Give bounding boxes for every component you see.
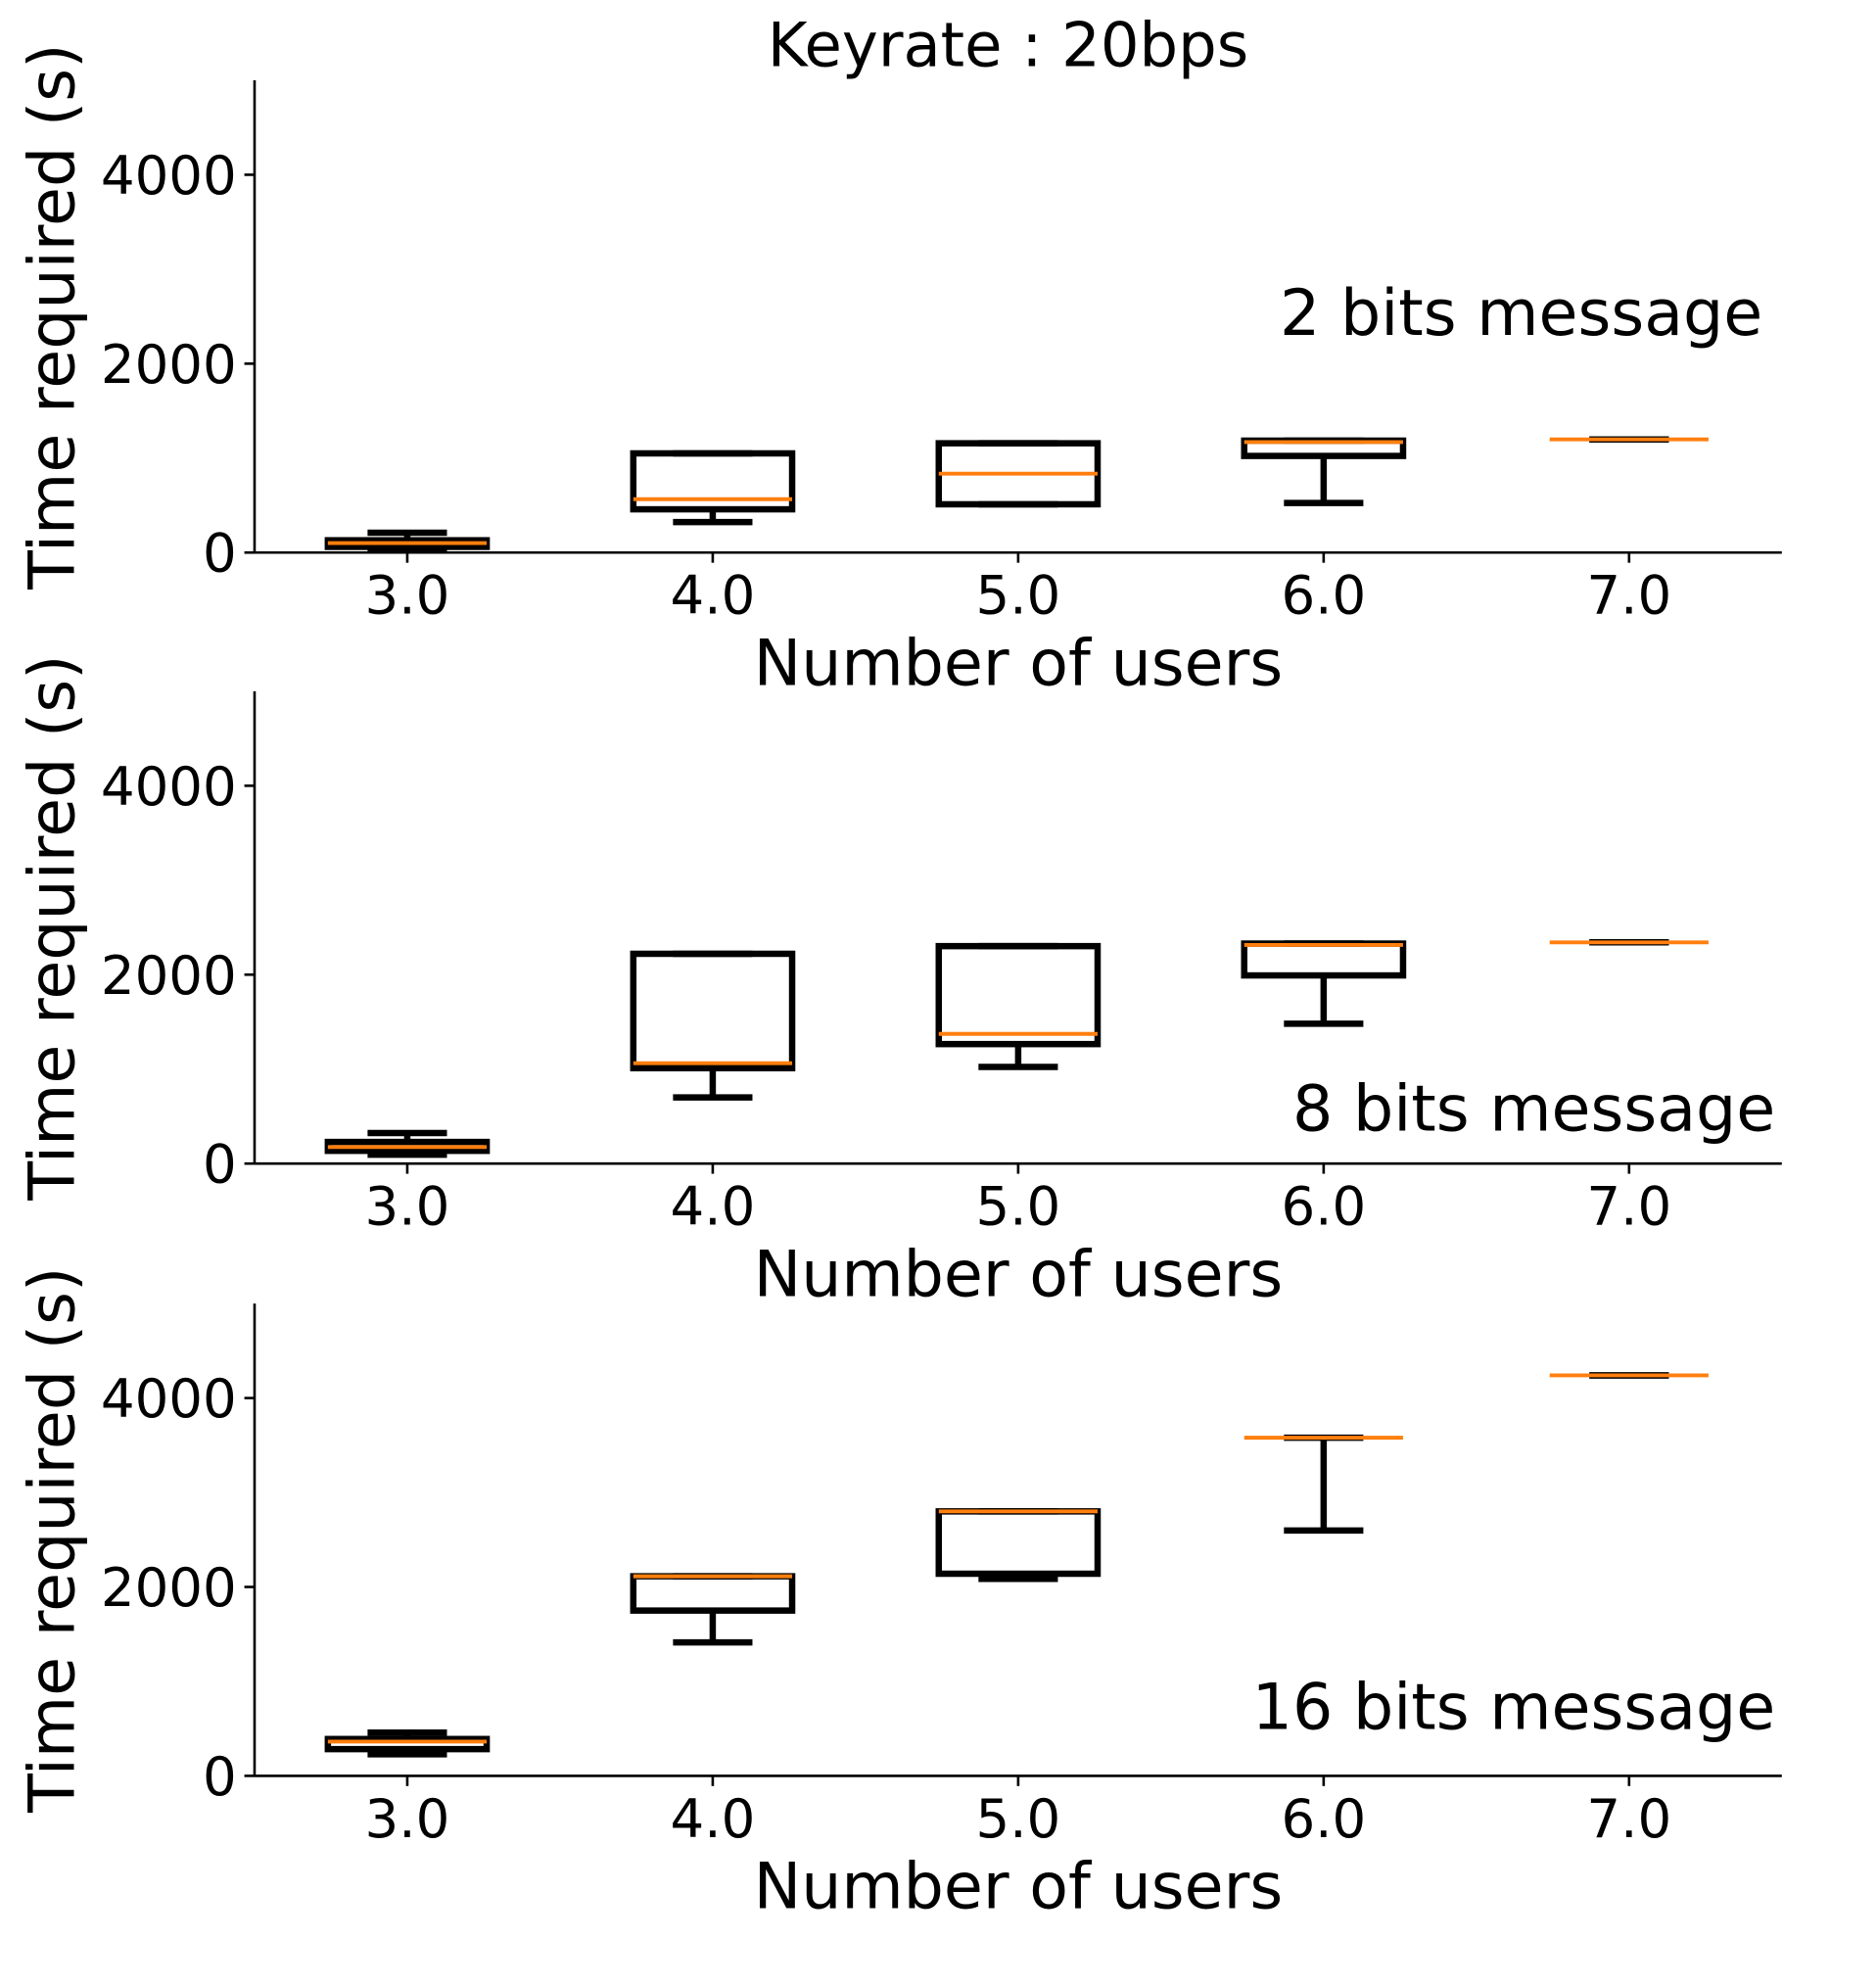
y-tick-label: 2000 bbox=[101, 333, 237, 396]
x-tick-label: 3.0 bbox=[365, 564, 450, 627]
y-axis-label: Time required (s) bbox=[16, 654, 89, 1201]
x-tick-label: 4.0 bbox=[671, 1787, 756, 1850]
x-tick-label: 6.0 bbox=[1281, 564, 1366, 627]
x-tick-label: 5.0 bbox=[975, 564, 1060, 627]
x-tick-label: 7.0 bbox=[1586, 1175, 1671, 1238]
x-tick-label: 5.0 bbox=[975, 1787, 1060, 1850]
y-tick-label: 0 bbox=[203, 522, 237, 585]
y-tick-label: 4000 bbox=[101, 144, 237, 207]
annotation: 8 bits message bbox=[1292, 1072, 1775, 1146]
y-tick-label: 4000 bbox=[101, 1367, 237, 1430]
x-tick-label: 4.0 bbox=[671, 564, 756, 627]
x-axis-label: Number of users bbox=[754, 627, 1284, 700]
box bbox=[1241, 940, 1407, 979]
x-tick-label: 5.0 bbox=[975, 1175, 1060, 1238]
y-tick-label: 0 bbox=[203, 1133, 237, 1196]
x-tick-label: 7.0 bbox=[1586, 1787, 1671, 1850]
y-tick-label: 4000 bbox=[101, 755, 237, 818]
chart-title: Keyrate : 20bps bbox=[768, 10, 1249, 81]
x-tick-label: 3.0 bbox=[365, 1175, 450, 1238]
annotation: 2 bits message bbox=[1280, 277, 1762, 351]
x-tick-label: 7.0 bbox=[1586, 564, 1671, 627]
x-axis-label: Number of users bbox=[754, 1851, 1284, 1924]
box bbox=[324, 1735, 491, 1753]
y-tick-label: 0 bbox=[203, 1745, 237, 1808]
x-tick-label: 6.0 bbox=[1281, 1787, 1366, 1850]
annotation: 16 bits message bbox=[1252, 1671, 1776, 1744]
x-tick-label: 4.0 bbox=[671, 1175, 756, 1238]
x-axis-label: Number of users bbox=[754, 1238, 1284, 1311]
y-axis-label: Time required (s) bbox=[16, 1267, 89, 1814]
box bbox=[630, 1573, 796, 1614]
x-tick-label: 6.0 bbox=[1281, 1175, 1366, 1238]
box bbox=[935, 1508, 1102, 1578]
box bbox=[935, 942, 1102, 1048]
box bbox=[630, 950, 796, 1072]
y-tick-label: 2000 bbox=[101, 1556, 237, 1619]
box bbox=[630, 449, 796, 513]
y-axis-label: Time required (s) bbox=[16, 44, 89, 591]
x-tick-label: 3.0 bbox=[365, 1787, 450, 1850]
y-tick-label: 2000 bbox=[101, 944, 237, 1007]
